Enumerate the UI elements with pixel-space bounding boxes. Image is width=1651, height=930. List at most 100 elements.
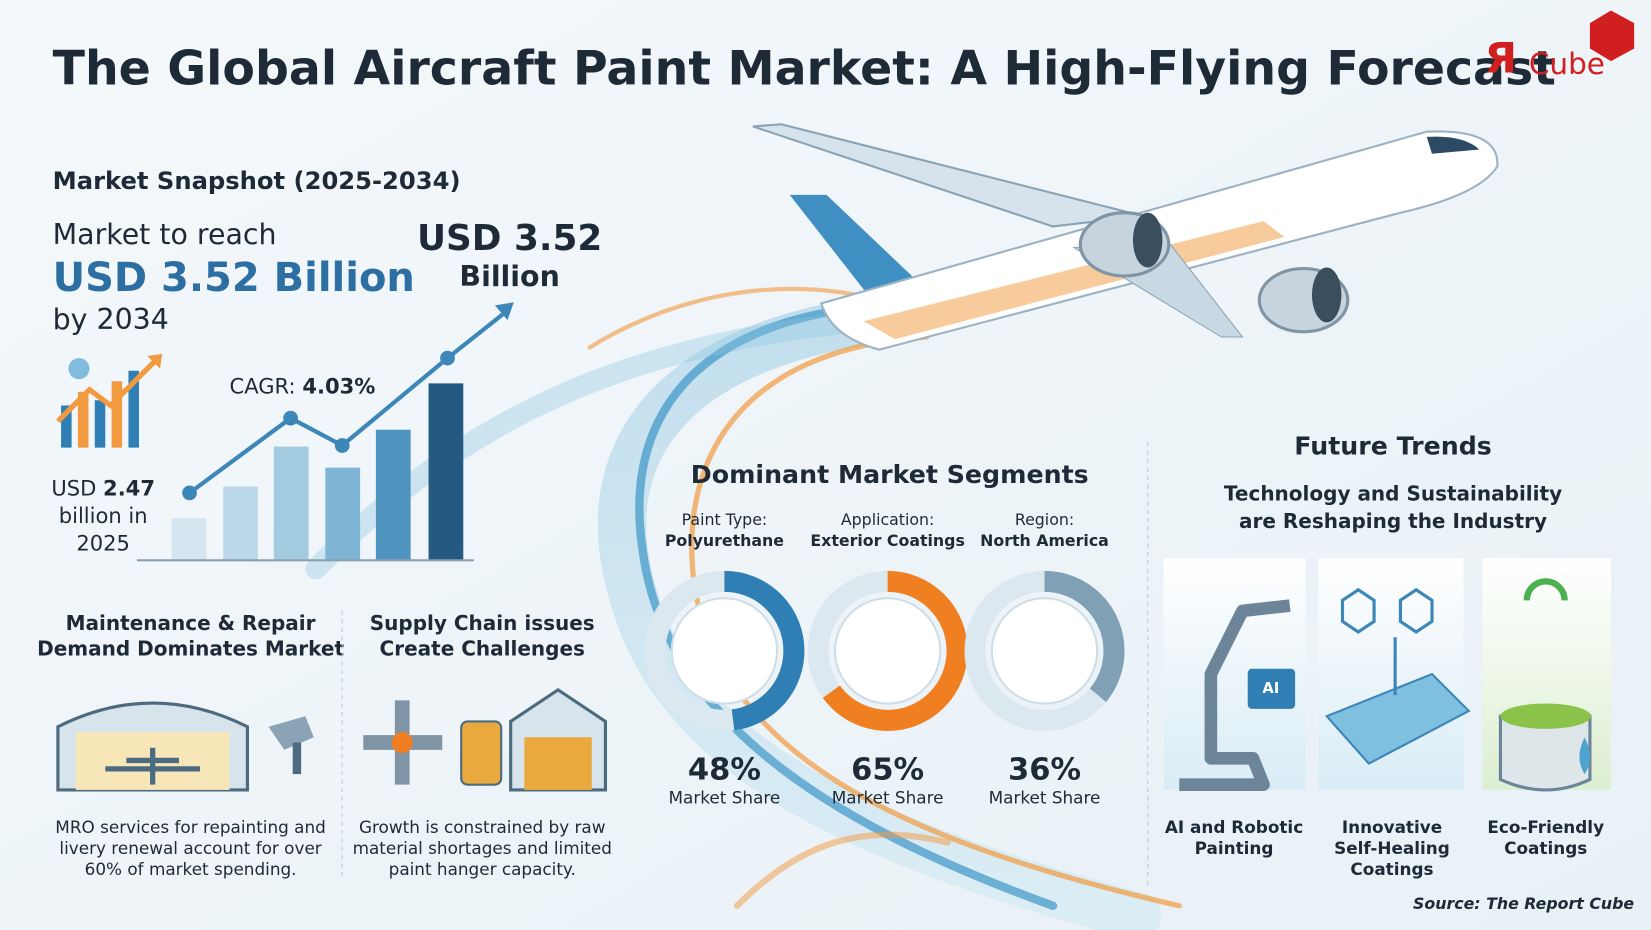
trend-label: Coatings: [1504, 838, 1587, 858]
trend-panels: [1163, 558, 1611, 792]
decoration: [1318, 558, 1464, 790]
decoration: [128, 370, 139, 448]
segment-name: North America: [980, 531, 1109, 550]
end-value: USD 3.52: [417, 218, 602, 259]
decoration: [292, 742, 302, 775]
segment-name: Exterior Coatings: [810, 531, 964, 550]
decoration: [1324, 672, 1471, 765]
decoration: [733, 831, 951, 909]
decoration: [391, 731, 413, 754]
decoration: [1500, 703, 1591, 729]
decoration: [1398, 587, 1434, 634]
donut-center: [990, 597, 1099, 705]
decoration: [61, 405, 72, 448]
decoration: [1523, 578, 1568, 601]
trends-heading: Future Trends: [1294, 432, 1492, 461]
segment-share: 48%: [688, 752, 761, 787]
decoration: [460, 720, 503, 786]
hangar-icon: [56, 701, 314, 792]
segment-category: Application:: [841, 510, 934, 529]
segments-heading: Dominant Market Segments: [691, 460, 1089, 489]
decoration: [223, 486, 258, 561]
segment-category: Region:: [1015, 510, 1074, 529]
decoration: [1579, 737, 1590, 775]
decoration: [56, 356, 160, 424]
decoration: [428, 383, 464, 561]
decoration: [171, 518, 207, 561]
cagr: CAGR: 4.03%: [230, 374, 376, 399]
decoration: [1247, 668, 1296, 709]
trends-subheading: Technology and Sustainability: [1224, 482, 1562, 506]
decoration: [1340, 587, 1376, 634]
card-text: material shortages and limited: [353, 838, 612, 858]
segment-caption: Market Share: [989, 787, 1101, 807]
card-text: MRO services for repainting and: [55, 817, 326, 837]
growth-icon: [56, 353, 163, 448]
snapshot-heading: Market Snapshot (2025-2034): [53, 167, 461, 195]
card-text: paint hanger capacity.: [389, 859, 576, 879]
decoration: [94, 400, 106, 448]
title: The Global Aircraft Paint Market: A High…: [53, 42, 1556, 97]
decoration: [1311, 267, 1342, 323]
card-text: livery renewal account for over: [59, 838, 321, 858]
start-label: 2025: [76, 531, 130, 556]
cagr-label: CAGR:: [230, 374, 296, 399]
logo-mark: Я: [1485, 34, 1517, 83]
decoration: [283, 410, 298, 426]
decoration: [68, 358, 90, 380]
title-part: The: [53, 42, 168, 97]
decoration: [147, 353, 163, 369]
logo-text: Cube: [1529, 47, 1605, 81]
reach-line: by 2034: [53, 303, 169, 336]
start-value: USD 2.47: [51, 476, 155, 501]
title-part: : A High-Flying Forecast: [915, 42, 1556, 97]
decoration: [268, 716, 314, 750]
decoration: [111, 381, 123, 448]
decoration: [440, 350, 455, 366]
start-label: billion in: [59, 503, 148, 528]
card-title: Supply Chain issues: [370, 611, 595, 635]
trend-label: AI and Robotic: [1165, 817, 1303, 837]
card-title: Maintenance & Repair: [66, 611, 316, 635]
card-text: Growth is constrained by raw: [359, 817, 606, 837]
decoration: [863, 221, 1285, 340]
donut-arc: [644, 570, 805, 731]
segment-caption: Market Share: [669, 787, 781, 807]
decoration: [1426, 136, 1480, 154]
segment-share: 36%: [1008, 752, 1081, 787]
start-number: 2.47: [103, 476, 155, 501]
segment-category: Paint Type:: [682, 510, 768, 529]
decoration: [105, 747, 201, 785]
decoration: [1340, 587, 1434, 634]
trend-label: Eco-Friendly: [1487, 817, 1604, 837]
decoration: [305, 310, 874, 580]
segment-share: 65%: [851, 752, 924, 787]
card-title: Demand Dominates Market: [37, 636, 344, 660]
decoration: [334, 438, 350, 453]
reach-value: USD 3.52 Billion: [53, 255, 415, 301]
decoration: [635, 301, 1058, 910]
decoration: [524, 737, 592, 790]
source: Source: The Report Cube: [1413, 894, 1634, 913]
trend-label: Self-Healing: [1334, 838, 1450, 858]
mini-chart: [136, 302, 514, 562]
start-label: USD: [51, 476, 103, 501]
decoration: [325, 467, 361, 561]
donut-arc: [807, 570, 968, 731]
donut-center: [670, 597, 779, 705]
trend-label: Innovative: [1342, 817, 1442, 837]
reach-line: Market to reach: [53, 218, 277, 251]
decoration: [1498, 714, 1592, 792]
segment-name: Polyurethane: [665, 531, 784, 550]
decoration: [1132, 212, 1163, 268]
donut-center: [833, 597, 942, 705]
title-part: Global Aircraft Paint Market: [167, 42, 915, 97]
logo-cube: [1589, 10, 1635, 62]
supply-icon: [363, 687, 608, 792]
airplane: [752, 123, 1499, 351]
